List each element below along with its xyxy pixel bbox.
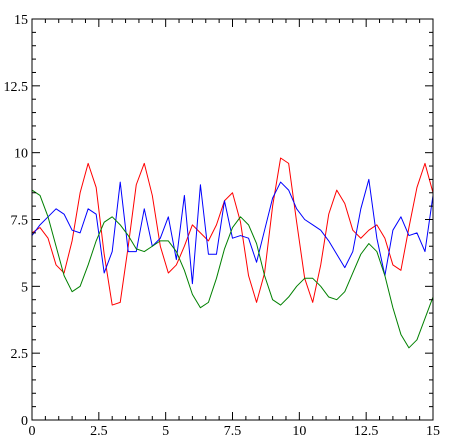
x-tick-label: 5: [162, 424, 169, 439]
series-line-3: [31, 189, 434, 349]
series-line-1: [31, 157, 434, 306]
y-tick-label: 0: [21, 414, 28, 429]
y-tick-label: 10: [14, 147, 28, 162]
y-tick-label: 15: [14, 13, 28, 28]
x-tick-label: 7.5: [224, 424, 242, 439]
y-tick-label: 12.5: [4, 80, 29, 95]
tick-label-layer: 0 2.5 5 7.5 10 12.5 15 0 2.5 5 7.5 10 12.5 15: [4, 13, 441, 439]
x-tick-label: 15: [426, 424, 440, 439]
y-tick-label: 7.5: [11, 214, 29, 229]
series-line-2: [31, 178, 434, 285]
plot-area-frame: [31, 18, 434, 421]
x-tick-label: 0: [29, 424, 36, 439]
x-tick-label: 10: [292, 424, 306, 439]
y-tick-label: 5: [21, 280, 28, 295]
x-tick-label: 2.5: [90, 424, 108, 439]
series-layer: [31, 157, 434, 349]
tick-layer: [31, 18, 434, 421]
y-tick-label: 2.5: [11, 347, 29, 362]
x-tick-label: 12.5: [354, 424, 379, 439]
